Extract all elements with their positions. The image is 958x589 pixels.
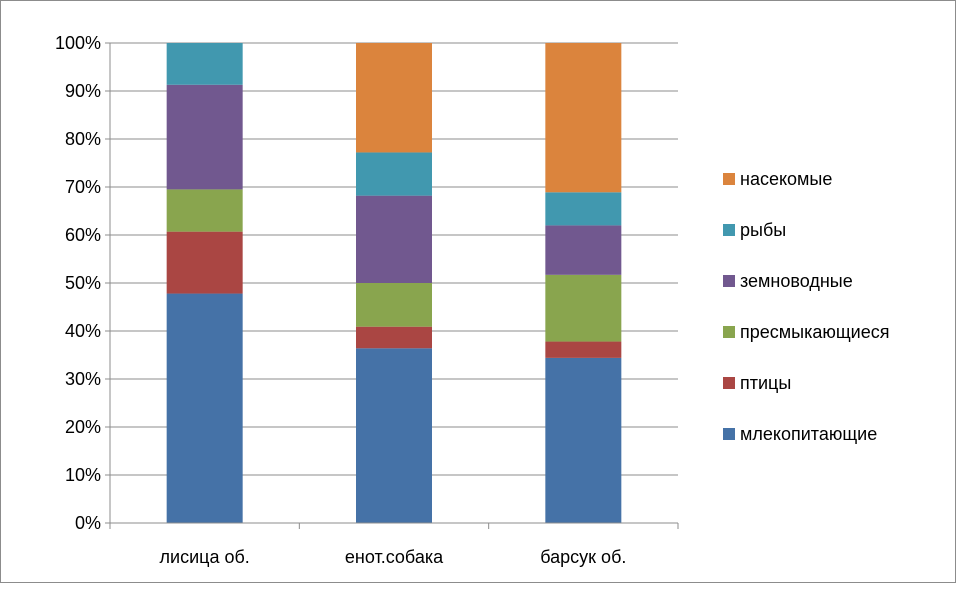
bar-segment bbox=[166, 189, 243, 232]
y-tick-label: 10% bbox=[65, 465, 101, 485]
y-tick-label: 100% bbox=[55, 33, 101, 53]
y-tick-label: 20% bbox=[65, 417, 101, 437]
legend-swatch bbox=[723, 224, 735, 236]
legend-label: насекомые bbox=[740, 169, 832, 189]
bar-segment bbox=[166, 43, 243, 85]
legend-label: млекопитающие bbox=[740, 424, 877, 444]
y-tick-label: 90% bbox=[65, 81, 101, 101]
legend-swatch bbox=[723, 377, 735, 389]
legend-swatch bbox=[723, 326, 735, 338]
legend-label: пресмыкающиеся bbox=[740, 322, 889, 342]
legend: насекомые рыбы земноводные пресмыкающиеся пт… bbox=[723, 169, 889, 444]
bar-segment bbox=[356, 43, 432, 153]
bar-segment bbox=[166, 293, 243, 523]
y-tick-label: 70% bbox=[65, 177, 101, 197]
bar-segment bbox=[166, 231, 243, 294]
bar-segment bbox=[545, 192, 622, 226]
y-tick-labels: 0% 10% 20% 30% 40% 50% 60% 70% 80% 90% 100% bbox=[55, 33, 101, 533]
x-tick-label: лисица об. bbox=[160, 547, 250, 567]
bar-segment bbox=[545, 225, 622, 275]
bar-segment bbox=[356, 283, 432, 327]
bar-segment bbox=[356, 348, 432, 523]
axes bbox=[105, 42, 679, 529]
bar-segment bbox=[356, 326, 432, 349]
bar-segment bbox=[545, 274, 622, 342]
x-tick-label: барсук об. bbox=[540, 547, 626, 567]
x-tick-label: енот.собака bbox=[345, 547, 444, 567]
bar-segment bbox=[356, 195, 432, 283]
bars bbox=[166, 43, 622, 523]
x-tick-labels: лисица об. енот.собака барсук об. bbox=[160, 547, 627, 567]
y-tick-label: 50% bbox=[65, 273, 101, 293]
legend-label: земноводные bbox=[740, 271, 853, 291]
y-tick-label: 0% bbox=[75, 513, 101, 533]
bar-segment bbox=[545, 43, 622, 193]
legend-swatch bbox=[723, 173, 735, 185]
y-tick-label: 60% bbox=[65, 225, 101, 245]
legend-swatch bbox=[723, 428, 735, 440]
bar-segment bbox=[545, 341, 622, 358]
bar-segment bbox=[166, 84, 243, 190]
bar-segment bbox=[545, 357, 622, 523]
legend-label: рыбы bbox=[740, 220, 786, 240]
legend-label: птицы bbox=[740, 373, 791, 393]
y-tick-label: 80% bbox=[65, 129, 101, 149]
y-tick-label: 40% bbox=[65, 321, 101, 341]
legend-swatch bbox=[723, 275, 735, 287]
bar-segment bbox=[356, 152, 432, 196]
y-tick-label: 30% bbox=[65, 369, 101, 389]
